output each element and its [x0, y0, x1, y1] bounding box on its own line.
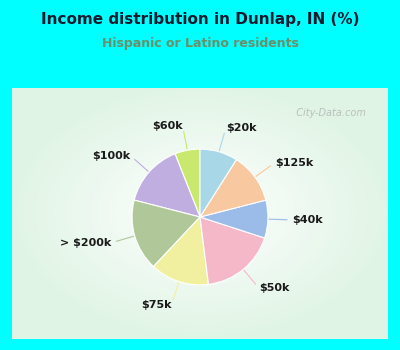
Text: $50k: $50k	[259, 283, 289, 293]
Text: Income distribution in Dunlap, IN (%): Income distribution in Dunlap, IN (%)	[41, 12, 359, 27]
Wedge shape	[200, 149, 236, 217]
Text: $20k: $20k	[226, 123, 256, 133]
Wedge shape	[175, 149, 200, 217]
Wedge shape	[200, 217, 265, 285]
Text: $100k: $100k	[92, 151, 131, 161]
Text: Hispanic or Latino residents: Hispanic or Latino residents	[102, 37, 298, 50]
Wedge shape	[134, 154, 200, 217]
Wedge shape	[154, 217, 208, 285]
Text: $125k: $125k	[275, 158, 313, 168]
Text: $60k: $60k	[152, 121, 183, 131]
Text: $40k: $40k	[292, 215, 323, 225]
Wedge shape	[132, 200, 200, 267]
Text: $75k: $75k	[141, 300, 172, 310]
Text: > $200k: > $200k	[60, 238, 111, 248]
Wedge shape	[200, 200, 268, 238]
Wedge shape	[200, 160, 266, 217]
Text: City-Data.com: City-Data.com	[290, 108, 366, 118]
